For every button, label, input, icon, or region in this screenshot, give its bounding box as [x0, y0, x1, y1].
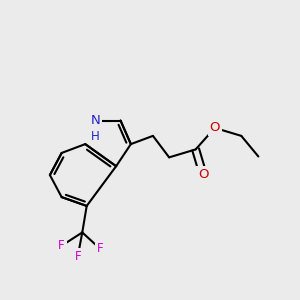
Text: F: F [58, 239, 65, 252]
Text: N: N [91, 114, 100, 127]
Text: O: O [198, 168, 208, 181]
Text: F: F [97, 242, 103, 255]
Text: H: H [91, 130, 100, 143]
Text: F: F [74, 250, 81, 262]
Text: O: O [209, 122, 220, 134]
